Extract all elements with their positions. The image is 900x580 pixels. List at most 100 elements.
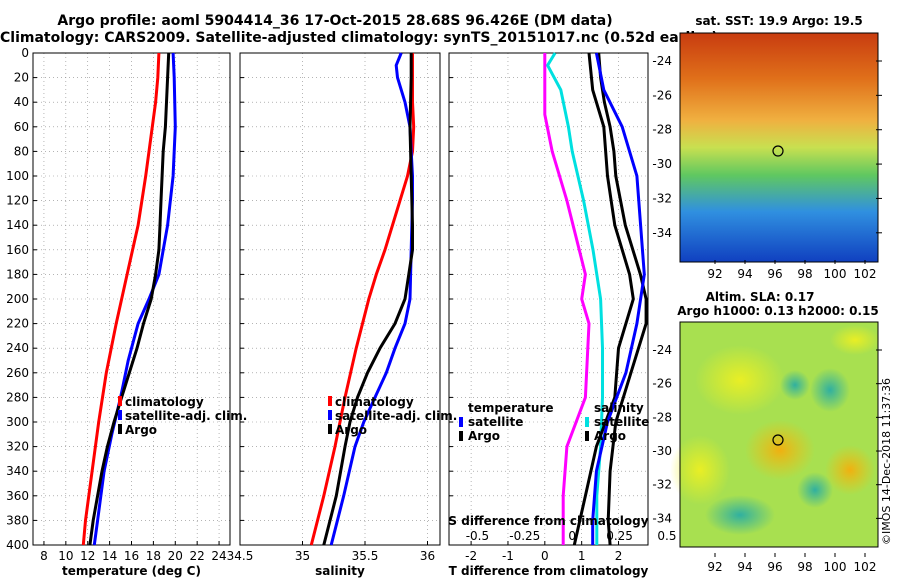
series-line xyxy=(597,52,648,546)
depth-tick-label: 200 xyxy=(6,292,29,306)
map-lon-label: 100 xyxy=(824,560,847,574)
legend-swatch xyxy=(459,417,463,427)
map-lat-label: -30 xyxy=(652,157,672,171)
series-line xyxy=(591,52,646,545)
depth-tick-label: 400 xyxy=(6,538,29,552)
sla-lat-ticks: -24 -26 -28 -30 -32 -34 xyxy=(652,343,882,525)
sla-map-title-line2: Argo h1000: 0.13 h2000: 0.15 xyxy=(677,304,879,318)
depth-tick-label: 280 xyxy=(6,390,29,404)
series-line xyxy=(543,53,591,545)
argo-location-marker-sla xyxy=(772,434,784,446)
x-tick-label: 1 xyxy=(578,549,586,563)
map-lat-label: -32 xyxy=(652,478,672,492)
map-lon-label: 98 xyxy=(797,560,812,574)
depth-tick-label: 300 xyxy=(6,415,29,429)
map-lon-label: 94 xyxy=(737,560,752,574)
x-tick-label: -2 xyxy=(465,549,477,563)
depth-tick-label: 40 xyxy=(14,95,29,109)
map-lon-label: 102 xyxy=(854,267,877,281)
x-tick-label: 8 xyxy=(40,549,48,563)
map-lat-label: -34 xyxy=(652,226,672,240)
legend-swatch xyxy=(118,410,122,420)
x-tick-label-secondary: -0.5 xyxy=(466,529,489,543)
x-tick-label: -1 xyxy=(502,549,514,563)
argo-location-marker xyxy=(772,145,784,157)
legend-swatch xyxy=(118,424,122,434)
map-lon-label: 96 xyxy=(767,560,782,574)
map-lon-label: 96 xyxy=(767,267,782,281)
series-line xyxy=(92,52,177,546)
sla-lon-ticks: 92 94 96 98 100 102 xyxy=(707,553,876,574)
sla-map: -24 -26 -28 -30 -32 -34 92 94 96 98 100 102 xyxy=(652,321,882,574)
legend-label: satellite-adj. clim. xyxy=(335,409,457,423)
map-lon-label: 92 xyxy=(707,267,722,281)
series-line xyxy=(322,53,414,546)
salinity-panel: 34.5 35 35.5 36 salinity climatologysatellite… xyxy=(227,52,457,578)
x-tick-label: 34.5 xyxy=(227,549,254,563)
x-tick-label: 35 xyxy=(295,549,310,563)
sst-map: -24 -26 -28 -30 -32 -34 92 94 96 98 100 102 xyxy=(652,32,882,281)
sst-lon-ticks: 92 94 96 98 100 102 xyxy=(707,260,876,281)
sst-lat-ticks: -24 -26 -28 -30 -32 -34 xyxy=(652,54,882,240)
map-lon-label: 100 xyxy=(824,267,847,281)
legend-label: temperature xyxy=(468,401,553,415)
x-axis-label-secondary: S difference from climatology xyxy=(448,514,648,528)
x-tick-label: 16 xyxy=(124,549,139,563)
map-lat-label: -26 xyxy=(652,88,672,102)
series-line xyxy=(309,53,416,546)
depth-tick-label: 320 xyxy=(6,440,29,454)
difference-panel: -2 -1 0 1 2T difference from climatologytemp… xyxy=(448,52,676,578)
x-axis-label: T difference from climatology xyxy=(449,564,649,578)
legend-swatch xyxy=(328,410,332,420)
series-line xyxy=(81,52,161,546)
x-axis-label: temperature (deg C) xyxy=(62,564,201,578)
depth-tick-label: 20 xyxy=(14,71,29,85)
legend-label: satellite-adj. clim. xyxy=(125,409,247,423)
plot-frame xyxy=(239,52,441,546)
legend-swatch xyxy=(118,396,122,406)
map-lon-label: 94 xyxy=(737,267,752,281)
x-tick-label-secondary: 0.5 xyxy=(657,529,676,543)
legend-label: Argo xyxy=(594,429,626,443)
depth-tick-label: 0 xyxy=(21,46,29,60)
x-tick-label: 12 xyxy=(80,549,95,563)
series-line xyxy=(88,52,171,546)
x-tick-label-secondary: -0.25 xyxy=(509,529,540,543)
legend-swatch xyxy=(328,396,332,406)
depth-tick-label: 220 xyxy=(6,317,29,331)
series-line xyxy=(572,52,635,546)
map-lon-label: 98 xyxy=(797,267,812,281)
legend-swatch xyxy=(328,424,332,434)
map-lat-label: -34 xyxy=(652,511,672,525)
legend-label: satellite xyxy=(594,415,649,429)
legend-label: Argo xyxy=(125,423,157,437)
legend-swatch xyxy=(585,431,589,441)
legend-swatch xyxy=(459,431,463,441)
imos-watermark: ©IMOS 14-Dec-2018 11:37:36 xyxy=(880,378,893,545)
x-axis-label: salinity xyxy=(315,564,365,578)
x-tick-label: 22 xyxy=(190,549,205,563)
map-lat-label: -26 xyxy=(652,377,672,391)
depth-tick-label: 140 xyxy=(6,218,29,232)
depth-tick-label: 340 xyxy=(6,464,29,478)
depth-tick-label: 160 xyxy=(6,243,29,257)
plot-frame xyxy=(448,52,649,546)
x-tick-label: 10 xyxy=(58,549,73,563)
legend-label: climatology xyxy=(125,395,204,409)
depth-tick-label: 60 xyxy=(14,120,29,134)
depth-tick-label: 240 xyxy=(6,341,29,355)
x-tick-label: 36 xyxy=(420,549,435,563)
legend-label: Argo xyxy=(335,423,367,437)
legend-label: climatology xyxy=(335,395,414,409)
x-tick-label: 35.5 xyxy=(352,549,379,563)
series-line xyxy=(329,52,414,546)
map-lat-label: -30 xyxy=(652,444,672,458)
x-tick-label: 14 xyxy=(102,549,117,563)
sst-map-title: sat. SST: 19.9 Argo: 19.5 xyxy=(695,14,863,28)
legend-label: Argo xyxy=(468,429,500,443)
x-tick-label: 0 xyxy=(541,549,549,563)
x-tick-label: 24 xyxy=(211,549,226,563)
x-tick-label-secondary: 0 xyxy=(568,529,576,543)
temperature-panel: 0 20 40 60 80 100 120 140 160 180 200 220 240 260 280 3… xyxy=(6,46,247,578)
